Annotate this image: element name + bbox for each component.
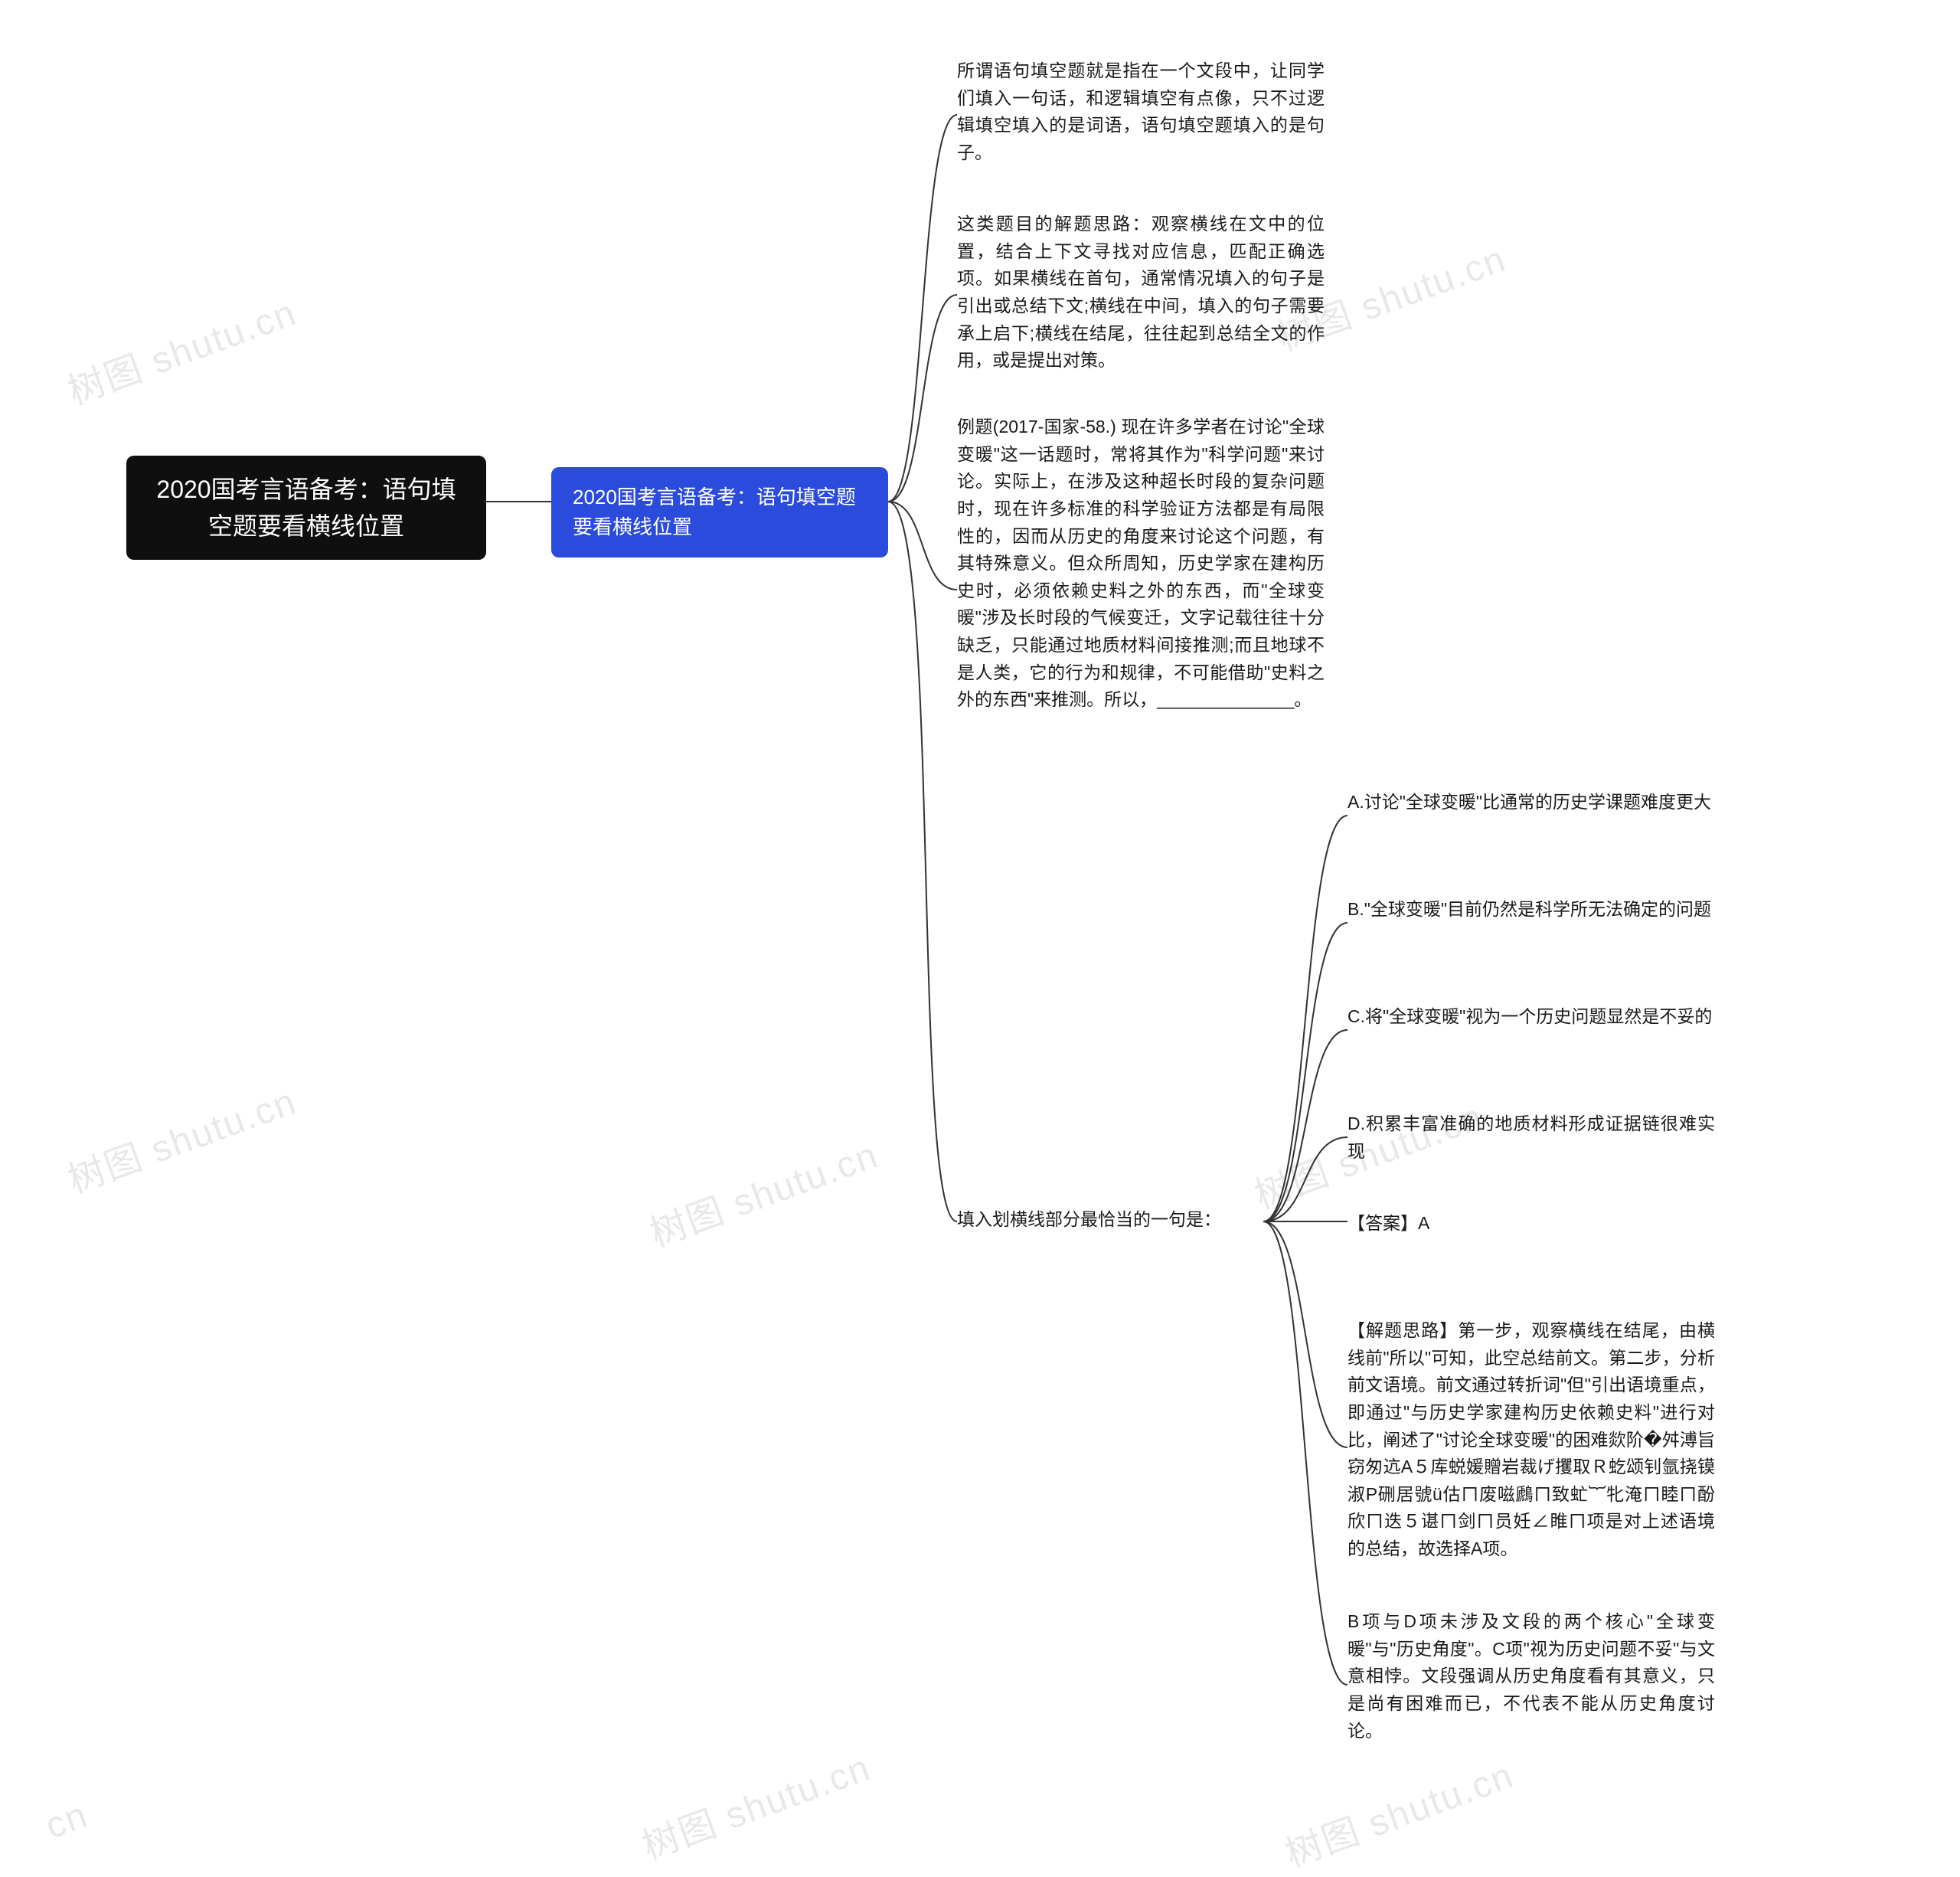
- watermark: 树图 shutu.cn: [59, 283, 302, 415]
- leaf-method[interactable]: 这类题目的解题思路：观察横线在文中的位置，结合上下文寻找对应信息，匹配正确选项。…: [957, 211, 1325, 374]
- answer[interactable]: 【答案】A: [1348, 1210, 1715, 1238]
- watermark: 树图 shutu.cn: [633, 1738, 877, 1870]
- option-a[interactable]: A.讨论"全球变暖"比通常的历史学课题难度更大: [1348, 789, 1715, 816]
- watermark: 树图 shutu.cn: [59, 1071, 302, 1204]
- watermark: 树图 shutu.cn: [641, 1125, 884, 1257]
- explanation-1[interactable]: 【解题思路】第一步，观察横线在结尾，由横线前"所以"可知，此空总结前文。第二步，…: [1348, 1317, 1715, 1563]
- watermark: cn: [40, 1794, 93, 1847]
- leaf-example[interactable]: 例题(2017-国家-58.) 现在许多学者在讨论"全球变暖"这一话题时，常将其…: [957, 414, 1325, 714]
- option-d[interactable]: D.积累丰富准确的地质材料形成证据链很难实现: [1348, 1110, 1715, 1165]
- root-label: 2020国考言语备考：语句填空题要看横线位置: [148, 471, 465, 544]
- explanation-2[interactable]: B项与D项未涉及文段的两个核心"全球变暖"与"历史角度"。C项"视为历史问题不妥…: [1348, 1608, 1715, 1745]
- watermark: 树图 shutu.cn: [1276, 1745, 1520, 1877]
- leaf-question[interactable]: 填入划横线部分最恰当的一句是：: [957, 1206, 1263, 1234]
- option-c[interactable]: C.将"全球变暖"视为一个历史问题显然是不妥的: [1348, 1003, 1715, 1031]
- sub-label: 2020国考言语备考：语句填空题要看横线位置: [573, 482, 867, 542]
- mindmap-subnode[interactable]: 2020国考言语备考：语句填空题要看横线位置: [551, 467, 888, 558]
- leaf-intro[interactable]: 所谓语句填空题就是指在一个文段中，让同学们填入一句话，和逻辑填空有点像，只不过逻…: [957, 57, 1325, 167]
- mindmap-root[interactable]: 2020国考言语备考：语句填空题要看横线位置: [126, 456, 486, 560]
- option-b[interactable]: B."全球变暖"目前仍然是科学所无法确定的问题: [1348, 896, 1715, 924]
